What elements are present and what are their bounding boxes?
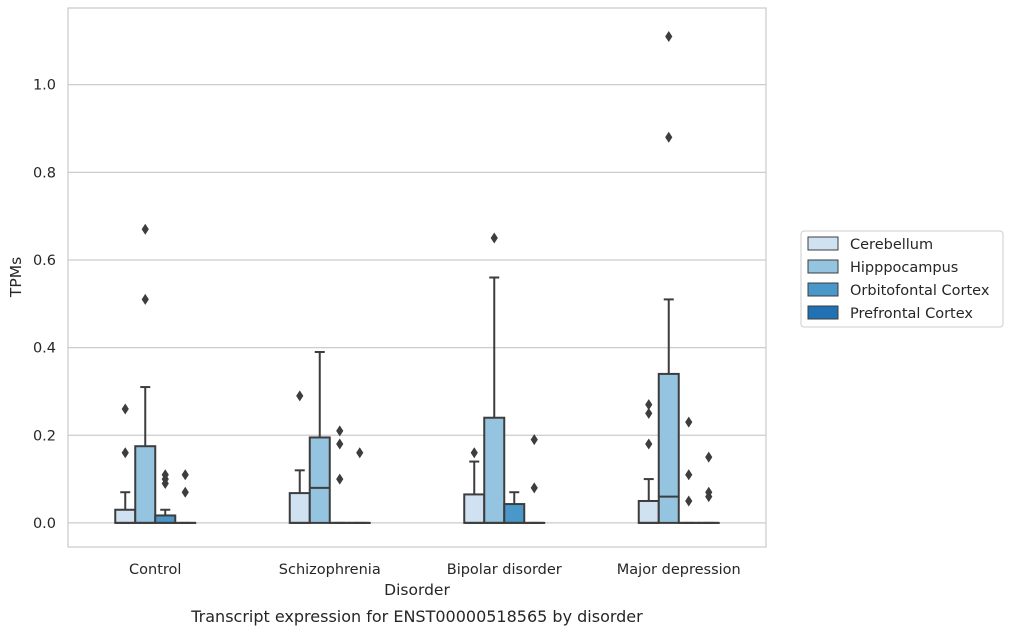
box (637, 499, 660, 524)
legend-swatch (807, 236, 839, 251)
outlier-point (645, 407, 653, 419)
y-tick-label: 1.0 (33, 78, 56, 94)
box-series-group (114, 30, 720, 524)
outlier-point (296, 390, 304, 402)
box (114, 508, 137, 524)
y-tick-label: 0.2 (33, 428, 56, 444)
plot-frame (67, 7, 767, 548)
outlier-point (665, 30, 673, 42)
outlier-point (121, 403, 129, 415)
y-tick-label: 0.6 (33, 253, 56, 269)
outlier-point (645, 399, 653, 411)
box (288, 492, 311, 524)
box (503, 503, 526, 524)
outlier-point (490, 232, 498, 244)
outlier-point (470, 447, 478, 459)
legend-swatch (807, 282, 839, 297)
y-axis-title: TPMs (7, 257, 25, 298)
plot-background (68, 8, 766, 547)
legend-label: Cerebellum (850, 237, 933, 253)
box (154, 514, 177, 524)
box (463, 493, 486, 524)
outlier-point (685, 469, 693, 481)
x-axis-ticks: Control Schizophrenia Bipolar disorder Majo… (129, 562, 741, 578)
outlier-point (705, 486, 713, 498)
y-tick-label: 0.8 (33, 165, 56, 181)
box (657, 372, 680, 524)
outlier-point (705, 451, 713, 463)
outlier-point (336, 473, 344, 485)
outlier-point (161, 469, 169, 481)
y-axis-ticks: 0.0 0.2 0.4 0.6 0.8 1.0 (33, 78, 56, 532)
legend-swatch (807, 259, 839, 274)
outlier-point (685, 416, 693, 428)
outlier-point (530, 482, 538, 494)
x-tick-label: Major depression (617, 562, 741, 578)
outlier-point (645, 438, 653, 450)
outlier-point (356, 447, 364, 459)
box (308, 436, 331, 524)
legend-label: Orbitofontal Cortex (850, 283, 990, 299)
outlier-point (181, 486, 189, 498)
legend-frame (800, 230, 1004, 328)
outlier-point (530, 434, 538, 446)
outlier-point (141, 223, 149, 235)
y-tick-label: 0.0 (33, 516, 56, 532)
x-tick-label: Schizophrenia (279, 562, 381, 578)
x-tick-label: Control (129, 562, 181, 578)
box (134, 445, 157, 524)
chart-caption: Transcript expression for ENST0000051856… (190, 607, 643, 626)
outlier-point (336, 425, 344, 437)
legend: Cerebellum Hipppocampus Orbitofontal Corte… (800, 230, 1004, 328)
legend-label: Prefrontal Cortex (850, 306, 973, 322)
box (483, 416, 506, 524)
outlier-point (181, 469, 189, 481)
outlier-point (665, 131, 673, 143)
outlier-point (141, 293, 149, 305)
legend-swatch (807, 305, 839, 320)
y-tick-label: 0.4 (33, 341, 56, 357)
outlier-point (121, 447, 129, 459)
outlier-point (336, 438, 344, 450)
x-axis-title: Disorder (384, 581, 450, 599)
outlier-point (685, 495, 693, 507)
legend-label: Hipppocampus (850, 260, 958, 276)
x-tick-label: Bipolar disorder (447, 562, 562, 578)
